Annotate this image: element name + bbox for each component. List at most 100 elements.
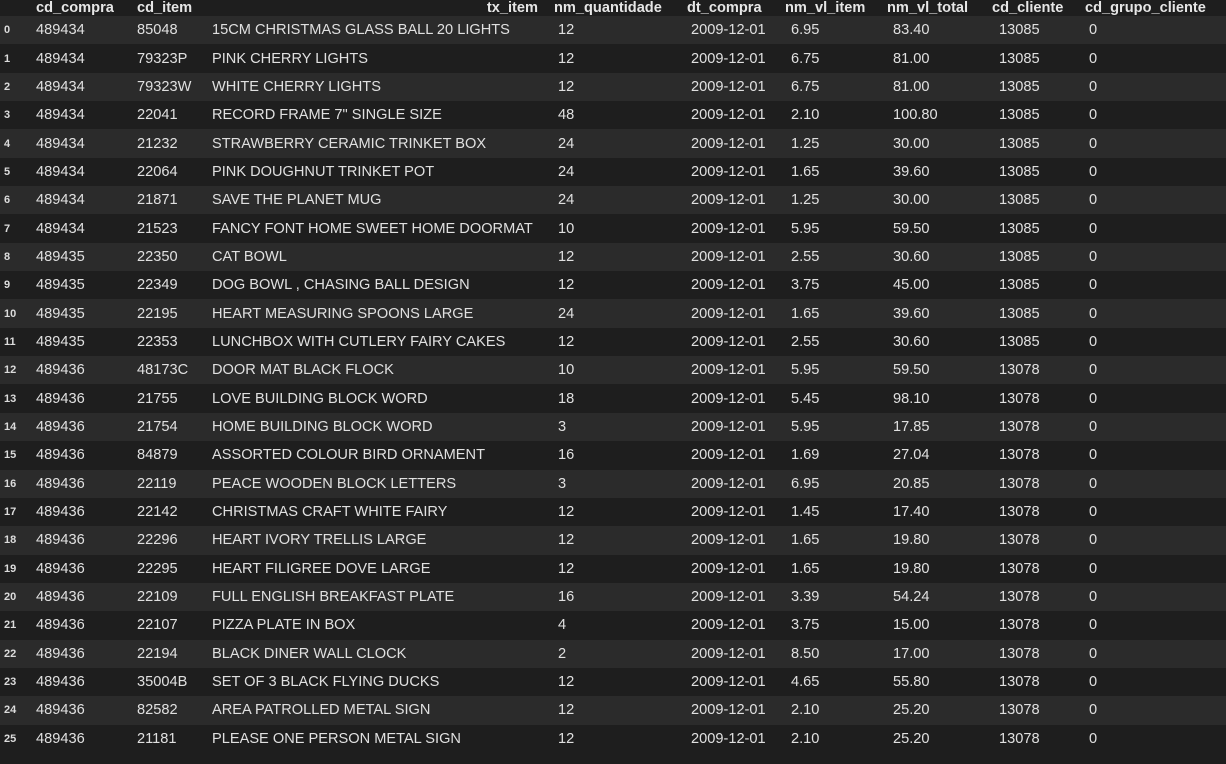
cell-tx-item: PIZZA PLATE IN BOX (206, 611, 548, 640)
cell-cd-grupo-cliente: 0 (1079, 412, 1226, 442)
table-row[interactable]: 14 489436 21754 HOME BUILDING BLOCK WORD 3 20… (0, 412, 1226, 442)
cell-cd-compra: 489436 (30, 639, 131, 668)
cell-nm-quantidade: 12 (548, 271, 681, 300)
cell-cd-cliente: 13085 (986, 271, 1079, 300)
cell-cd-grupo-cliente: 0 (1079, 271, 1226, 300)
cell-cd-grupo-cliente: 0 (1079, 16, 1226, 45)
cell-cd-item: 22119 (131, 469, 206, 498)
cell-cd-grupo-cliente: 0 (1079, 497, 1226, 527)
header-cd-item[interactable]: cd_item (137, 0, 193, 16)
cell-nm-vl-item: 2.10 (779, 101, 881, 130)
table-row[interactable]: 24 489436 82582 AREA PATROLLED METAL SIGN 12… (0, 696, 1226, 725)
cell-nm-vl-item: 5.45 (779, 384, 881, 413)
cell-dt-compra: 2009-12-01 (681, 497, 779, 527)
cell-nm-vl-total: 15.00 (881, 611, 986, 640)
cell-nm-quantidade: 12 (548, 16, 681, 45)
cell-dt-compra: 2009-12-01 (681, 72, 779, 102)
cell-nm-vl-total: 100.80 (881, 101, 986, 130)
cell-dt-compra: 2009-12-01 (681, 441, 779, 470)
table-row[interactable]: 9 489435 22349 DOG BOWL , CHASING BALL DESI… (0, 271, 1226, 300)
cell-cd-compra: 489434 (30, 214, 131, 243)
header-cd-cliente[interactable]: cd_cliente (992, 0, 1064, 16)
cell-nm-vl-item: 1.25 (779, 129, 881, 158)
cell-cd-item: 22353 (131, 327, 206, 357)
cell-cd-cliente: 13085 (986, 44, 1079, 73)
cell-cd-item: 82582 (131, 696, 206, 725)
cell-nm-vl-item: 3.75 (779, 611, 881, 640)
cell-cd-item: 21232 (131, 129, 206, 158)
cell-cd-cliente: 13078 (986, 639, 1079, 668)
cell-cd-cliente: 13078 (986, 696, 1079, 725)
cell-nm-vl-item: 1.65 (779, 157, 881, 187)
cell-dt-compra: 2009-12-01 (681, 356, 779, 385)
cell-cd-cliente: 13085 (986, 186, 1079, 215)
cell-nm-vl-total: 25.20 (881, 724, 986, 753)
cell-dt-compra: 2009-12-01 (681, 526, 779, 555)
cell-dt-compra: 2009-12-01 (681, 639, 779, 668)
table-row[interactable]: 17 489436 22142 CHRISTMAS CRAFT WHITE FAIRY… (0, 497, 1226, 527)
table-row[interactable]: 16 489436 22119 PEACE WOODEN BLOCK LETTERS 3… (0, 469, 1226, 498)
cell-dt-compra: 2009-12-01 (681, 271, 779, 300)
cell-nm-vl-item: 2.10 (779, 724, 881, 753)
cell-cd-compra: 489434 (30, 129, 131, 158)
cell-nm-quantidade: 24 (548, 157, 681, 187)
table-row[interactable]: 5 489434 22064 PINK DOUGHNUT TRINKET POT 24 2… (0, 157, 1226, 187)
cell-cd-cliente: 13078 (986, 582, 1079, 612)
table-row[interactable]: 13 489436 21755 LOVE BUILDING BLOCK WORD 18 2… (0, 384, 1226, 413)
cell-nm-quantidade: 10 (548, 356, 681, 385)
cell-nm-vl-item: 6.95 (779, 16, 881, 45)
cell-cd-grupo-cliente: 0 (1079, 469, 1226, 498)
cell-dt-compra: 2009-12-01 (681, 469, 779, 498)
header-nm-vl-item[interactable]: nm_vl_item (785, 0, 866, 16)
cell-nm-vl-total: 30.00 (881, 186, 986, 215)
cell-tx-item: 15CM CHRISTMAS GLASS BALL 20 LIGHTS (206, 16, 548, 45)
table-row[interactable]: 18 489436 22296 HEART IVORY TRELLIS LARGE 12… (0, 526, 1226, 555)
table-row[interactable]: 1 489434 79323P PINK CHERRY LIGHTS 12 2009-12… (0, 44, 1226, 73)
table-row[interactable]: 20 489436 22109 FULL ENGLISH BREAKFAST PLAT… (0, 582, 1226, 612)
table-row[interactable]: 3 489434 22041 RECORD FRAME 7" SINGLE SIZE 4… (0, 101, 1226, 130)
header-dt-compra[interactable]: dt_compra (687, 0, 762, 16)
table-row[interactable]: 21 489436 22107 PIZZA PLATE IN BOX 4 2009-12-… (0, 611, 1226, 640)
table-row[interactable]: 15 489436 84879 ASSORTED COLOUR BIRD ORNAME… (0, 441, 1226, 470)
table-row[interactable]: 4 489434 21232 STRAWBERRY CERAMIC TRINKET B… (0, 129, 1226, 158)
table-row[interactable]: 12 489436 48173C DOOR MAT BLACK FLOCK 10 2009… (0, 356, 1226, 385)
cell-cd-cliente: 13078 (986, 526, 1079, 555)
cell-cd-item: 22142 (131, 497, 206, 527)
table-row[interactable]: 25 489436 21181 PLEASE ONE PERSON METAL SIG… (0, 724, 1226, 753)
cell-tx-item: LUNCHBOX WITH CUTLERY FAIRY CAKES (206, 327, 548, 357)
row-index: 6 (0, 186, 30, 215)
cell-nm-vl-total: 19.80 (881, 554, 986, 583)
cell-dt-compra: 2009-12-01 (681, 327, 779, 357)
cell-cd-compra: 489434 (30, 157, 131, 187)
cell-nm-quantidade: 12 (548, 696, 681, 725)
row-index: 2 (0, 72, 30, 102)
cell-cd-grupo-cliente: 0 (1079, 696, 1226, 725)
table-row[interactable]: 11 489435 22353 LUNCHBOX WITH CUTLERY FAIRY… (0, 327, 1226, 357)
header-tx-item[interactable]: tx_item (486, 0, 538, 16)
header-nm-quantidade[interactable]: nm_quantidade (554, 0, 662, 16)
cell-tx-item: STRAWBERRY CERAMIC TRINKET BOX (206, 129, 548, 158)
cell-nm-vl-item: 6.75 (779, 44, 881, 73)
cell-tx-item: HOME BUILDING BLOCK WORD (206, 412, 548, 442)
table-row[interactable]: 23 489436 35004B SET OF 3 BLACK FLYING DUCK… (0, 667, 1226, 697)
table-row[interactable]: 8 489435 22350 CAT BOWL 12 2009-12-01 2.55 30.6… (0, 242, 1226, 272)
cell-cd-compra: 489434 (30, 44, 131, 73)
cell-tx-item: CHRISTMAS CRAFT WHITE FAIRY (206, 497, 548, 527)
table-row[interactable]: 7 489434 21523 FANCY FONT HOME SWEET HOME D… (0, 214, 1226, 243)
table-row[interactable]: 19 489436 22295 HEART FILIGREE DOVE LARGE 12… (0, 554, 1226, 583)
table-row[interactable]: 6 489434 21871 SAVE THE PLANET MUG 24 2009-12… (0, 186, 1226, 215)
cell-cd-compra: 489435 (30, 242, 131, 272)
header-nm-vl-total[interactable]: nm_vl_total (887, 0, 969, 16)
cell-nm-vl-total: 27.04 (881, 441, 986, 470)
cell-cd-item: 22064 (131, 157, 206, 187)
header-cd-grupo-cliente[interactable]: cd_grupo_cliente (1085, 0, 1206, 16)
cell-nm-vl-total: 17.00 (881, 639, 986, 668)
cell-tx-item: DOG BOWL , CHASING BALL DESIGN (206, 271, 548, 300)
table-row[interactable]: 0 489434 85048 15CM CHRISTMAS GLASS BALL 20… (0, 16, 1226, 45)
table-row[interactable]: 10 489435 22195 HEART MEASURING SPOONS LARG… (0, 299, 1226, 328)
row-index: 14 (0, 412, 30, 442)
table-row[interactable]: 22 489436 22194 BLACK DINER WALL CLOCK 2 2009… (0, 639, 1226, 668)
cell-cd-compra: 489435 (30, 271, 131, 300)
header-cd-compra[interactable]: cd_compra (36, 0, 114, 16)
table-row[interactable]: 2 489434 79323W WHITE CHERRY LIGHTS 12 2009-1… (0, 72, 1226, 102)
